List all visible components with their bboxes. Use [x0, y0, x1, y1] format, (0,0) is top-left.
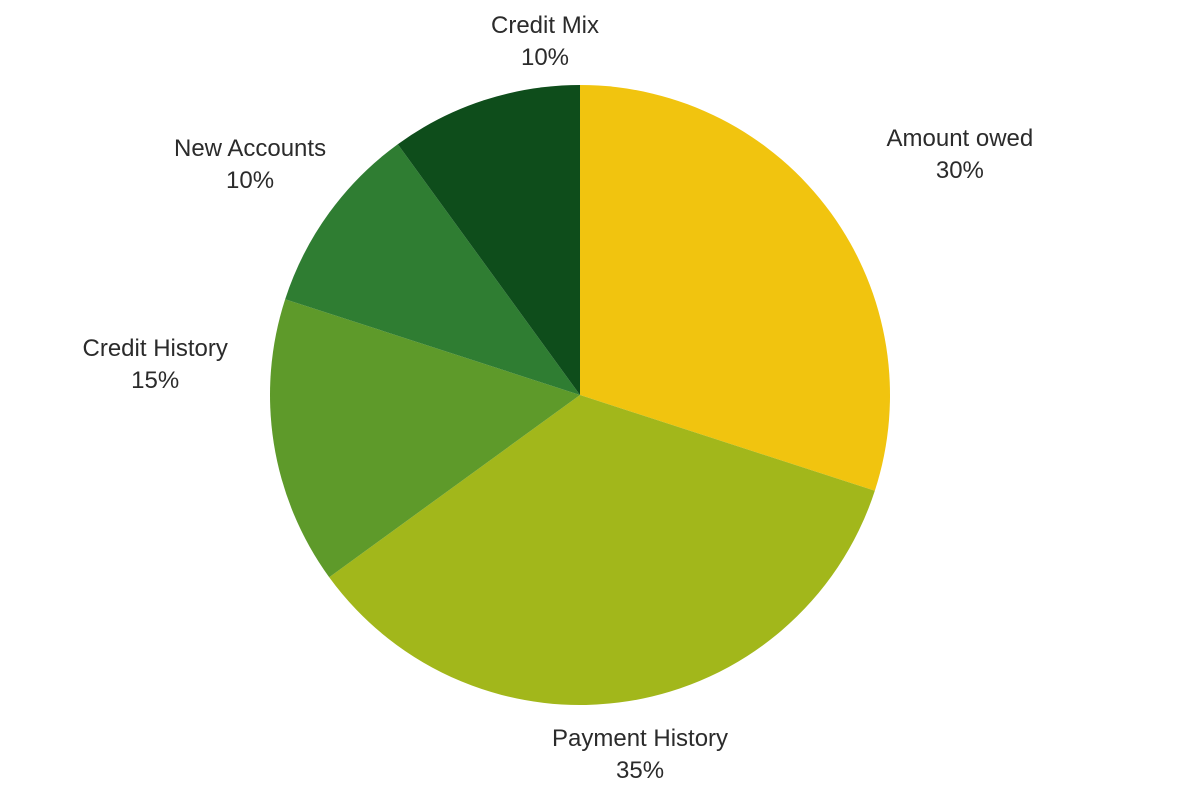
- pie-slice-label: Credit History15%: [83, 333, 228, 398]
- pie-slice-label: Amount owed30%: [887, 123, 1034, 188]
- pie-chart: Amount owed30% Payment History35% Credit H…: [0, 0, 1200, 800]
- slice-label-pct: 15%: [83, 365, 228, 397]
- pie-svg: [0, 0, 1200, 800]
- slice-label-pct: 35%: [552, 755, 728, 787]
- slice-label-name: Payment History: [552, 723, 728, 755]
- pie-slice-label: New Accounts10%: [174, 133, 326, 198]
- slice-label-name: Credit History: [83, 333, 228, 365]
- pie-slice-label: Credit Mix10%: [491, 10, 599, 75]
- slice-label-pct: 30%: [887, 155, 1034, 187]
- slice-label-name: Credit Mix: [491, 10, 599, 42]
- slice-label-name: Amount owed: [887, 123, 1034, 155]
- slice-label-pct: 10%: [174, 165, 326, 197]
- pie-slice-label: Payment History35%: [552, 723, 728, 788]
- slice-label-name: New Accounts: [174, 133, 326, 165]
- slice-label-pct: 10%: [491, 42, 599, 74]
